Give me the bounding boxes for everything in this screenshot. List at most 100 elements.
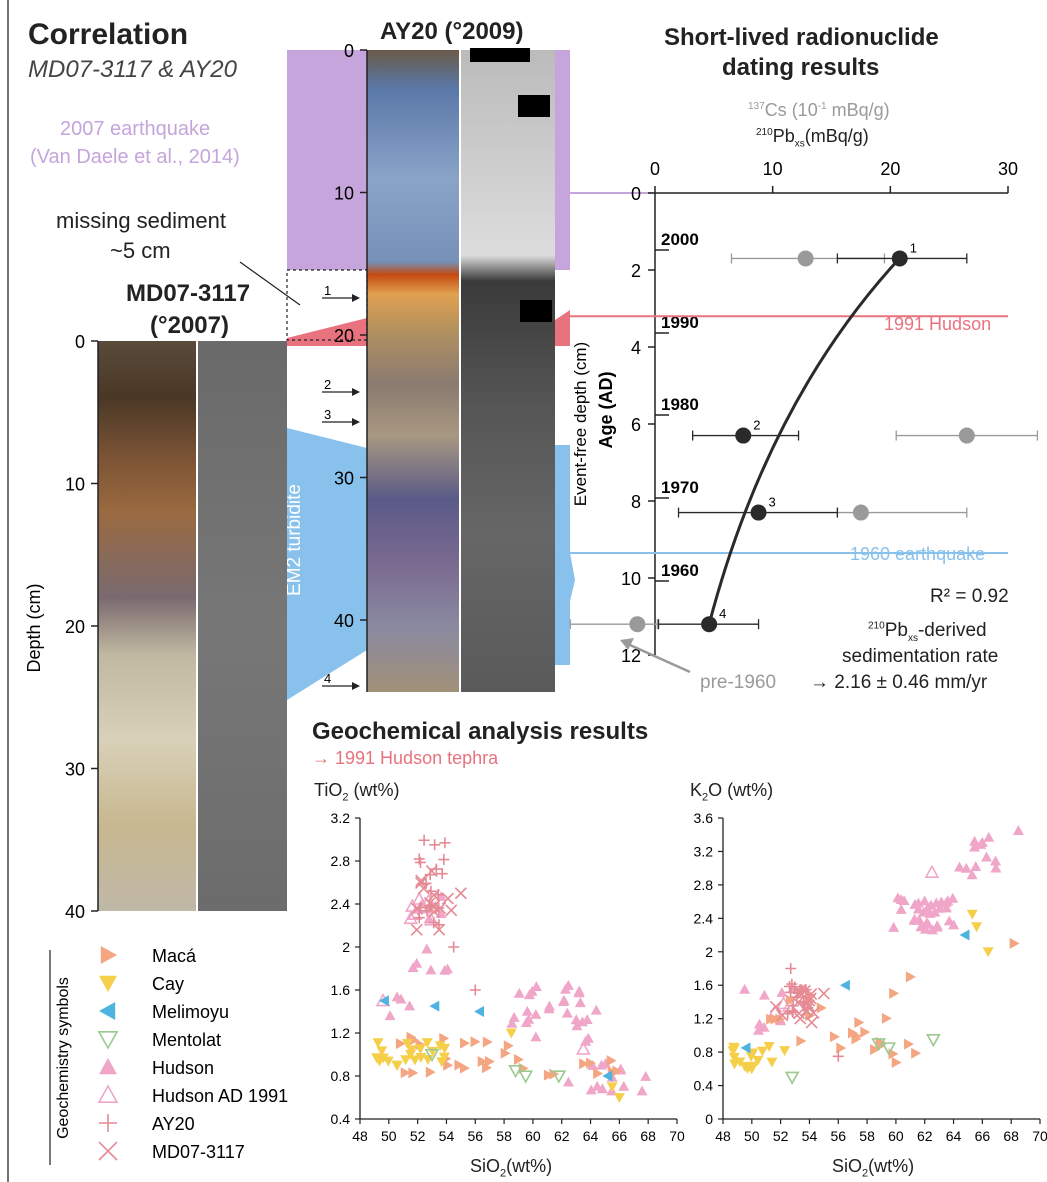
scatter-y-tick-label: 0.4	[331, 1111, 351, 1127]
scatter-point	[573, 985, 585, 996]
cs-point	[852, 504, 869, 521]
sio2-axis-label-left: SiO2(wt%)	[470, 1156, 553, 1180]
scatter-point	[969, 841, 981, 852]
scatter-point	[739, 983, 751, 994]
ay20-tick-label: 10	[334, 184, 354, 204]
scatter-point	[606, 1055, 617, 1067]
dating-x-tick-label: 10	[763, 159, 783, 179]
scatter-point	[99, 1114, 117, 1132]
hudson-1991-label: 1991 Hudson	[884, 314, 992, 334]
scatter-point	[729, 1059, 741, 1070]
scatter-point	[829, 1031, 840, 1043]
scatter-point	[551, 1070, 567, 1084]
scatter-point	[851, 1033, 862, 1045]
scatter-point	[970, 861, 982, 872]
ay20-tick-label: 40	[334, 611, 354, 631]
pre-1960-pointer-head	[620, 638, 634, 650]
scatter-point	[776, 1009, 789, 1022]
scatter-point	[414, 1044, 426, 1055]
scatter-point	[969, 835, 981, 846]
dating-title-line1: Short-lived radionuclide	[664, 24, 939, 51]
scatter-point	[966, 909, 978, 920]
purple-band-left	[287, 50, 367, 270]
scatter-point	[798, 984, 811, 997]
md-tick-label: 10	[65, 475, 85, 495]
tephra-marker-label: 3	[324, 407, 331, 422]
scatter-point	[959, 929, 970, 941]
scatter-point	[482, 1036, 493, 1048]
scatter-x-tick-label: 70	[669, 1128, 685, 1144]
scatter-point	[784, 1071, 800, 1085]
scatter-point	[832, 1050, 844, 1062]
scatter-point	[410, 902, 424, 915]
scatter-point	[470, 1036, 481, 1048]
scatter-point	[954, 861, 966, 872]
scatter-point	[593, 1067, 604, 1079]
scatter-point	[776, 987, 788, 997]
scatter-point	[430, 863, 442, 875]
dating-y-tick-label: 10	[621, 569, 641, 589]
scatter-x-tick-label: 60	[525, 1128, 541, 1144]
scatter-x-tick-label: 64	[946, 1128, 962, 1144]
scatter-x-tick-label: 70	[1032, 1128, 1047, 1144]
scatter-point	[445, 904, 458, 917]
scatter-point	[870, 1044, 881, 1056]
scatter-point	[428, 900, 441, 913]
md-core-ct	[198, 341, 287, 911]
scatter-point	[400, 1055, 412, 1066]
scatter-point	[99, 1002, 116, 1020]
scatter-y-tick-label: 0.8	[331, 1068, 351, 1084]
purple-band-arrow	[555, 80, 570, 260]
scatter-point	[530, 981, 542, 991]
scatter-point	[756, 1046, 768, 1057]
scatter-point	[521, 1005, 533, 1016]
figure-subtitle: MD07-3117 & AY20	[28, 56, 238, 83]
scatter-point	[919, 895, 931, 906]
scatter-point	[513, 987, 525, 998]
scatter-point	[414, 876, 428, 889]
geochem-subtitle: → 1991 Hudson tephra	[312, 748, 499, 768]
scatter-point	[971, 922, 983, 933]
pb-axis-label: 210Pbxs(mBq/g)	[756, 126, 869, 150]
ay20-core-ct	[461, 50, 555, 692]
scatter-point	[975, 839, 987, 849]
scatter-point	[425, 964, 437, 975]
ay20-tephra-markers: 1 2 3 4	[322, 283, 360, 690]
scatter-y-tick-label: 2.8	[331, 853, 351, 869]
scatter-point	[912, 903, 924, 914]
pre-1960-pointer	[629, 643, 691, 674]
scatter-point	[409, 1034, 420, 1046]
scatter-point	[425, 864, 438, 878]
scatter-point	[924, 864, 940, 878]
scatter-point	[763, 1041, 775, 1052]
scatter-point	[758, 989, 770, 1000]
quake-2007-ref: (Van Daele et al., 2014)	[30, 146, 240, 168]
ay20-ct-void-2	[520, 300, 552, 322]
dating-x-tick-label: 0	[650, 159, 660, 179]
scatter-point	[506, 1017, 518, 1028]
scatter-y-tick-label: 3.2	[694, 843, 714, 859]
dating-y-tick-label: 12	[621, 646, 641, 666]
scatter-point	[590, 1004, 602, 1015]
scatter-point	[931, 920, 943, 931]
scatter-x-tick-label: 48	[352, 1128, 368, 1144]
scatter-point	[786, 978, 798, 990]
scatter-point	[943, 915, 955, 926]
scatter-point	[575, 1041, 591, 1055]
scatter-point	[558, 994, 570, 1005]
legend-entry-label: Hudson AD 1991	[152, 1086, 288, 1106]
scatter-point	[415, 874, 428, 887]
dating-x-tick-label: 20	[880, 159, 900, 179]
scatter-y-tick-label: 0.4	[694, 1078, 714, 1094]
scatter-point	[766, 1057, 778, 1068]
scatter-point	[836, 1042, 847, 1054]
age-axis-label: Age (AD)	[596, 372, 616, 449]
scatter-x-tick-label: 58	[859, 1128, 875, 1144]
scatter-point	[960, 862, 972, 873]
scatter-point	[372, 1038, 384, 1049]
scatter-point	[97, 1031, 119, 1050]
scatter-point	[791, 996, 805, 1009]
ay20-tick-label: 0	[344, 41, 354, 61]
scatter-point	[860, 1026, 871, 1038]
